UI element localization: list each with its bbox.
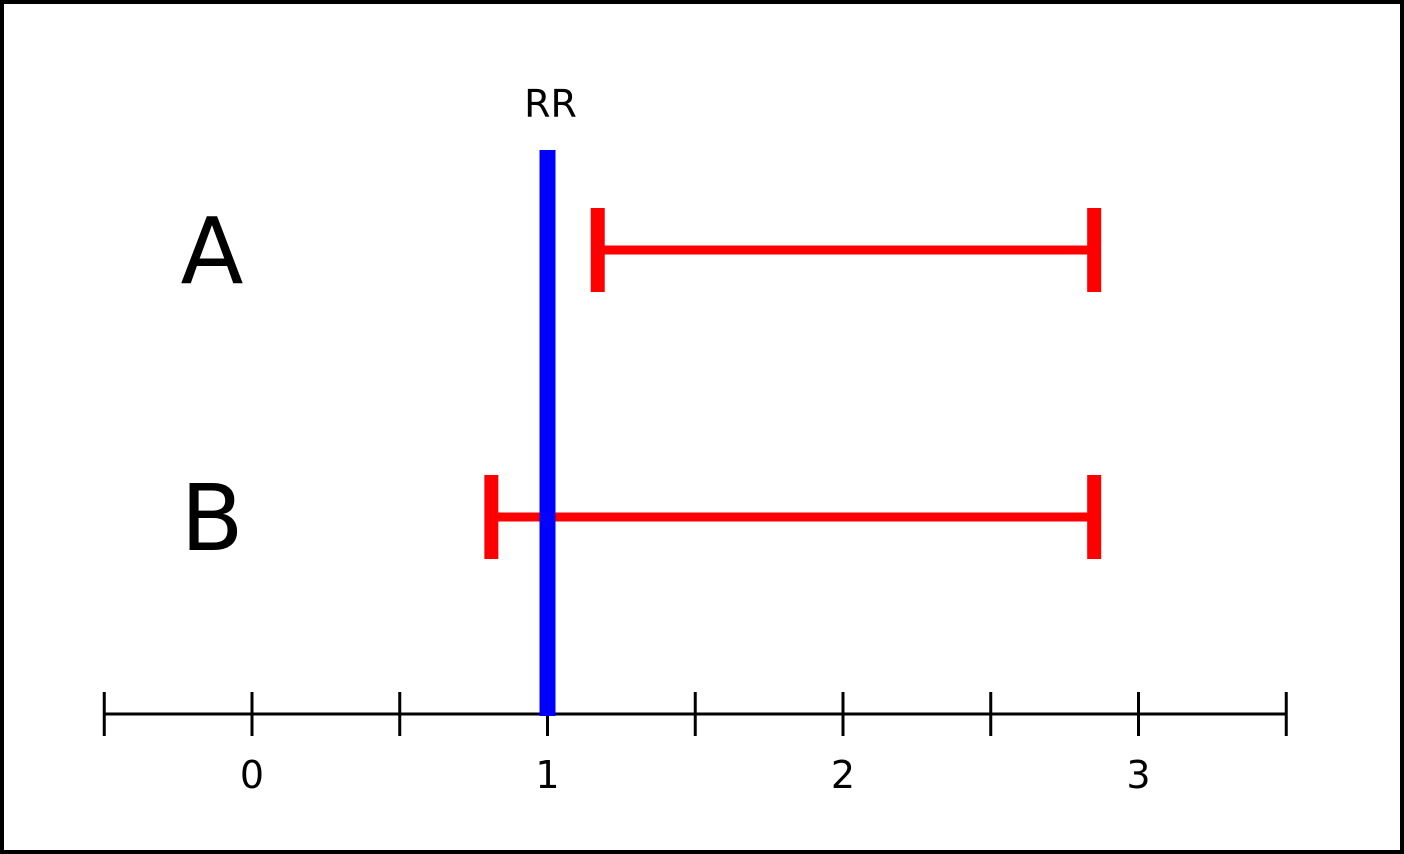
row-label-a: A <box>181 198 244 305</box>
x-tick-label: 2 <box>831 753 855 797</box>
x-tick-label: 3 <box>1126 753 1150 797</box>
row-label-b: B <box>180 465 243 572</box>
x-tick-label: 1 <box>535 753 559 797</box>
reference-line-label: RR <box>524 82 577 126</box>
x-tick-label: 0 <box>240 753 264 797</box>
